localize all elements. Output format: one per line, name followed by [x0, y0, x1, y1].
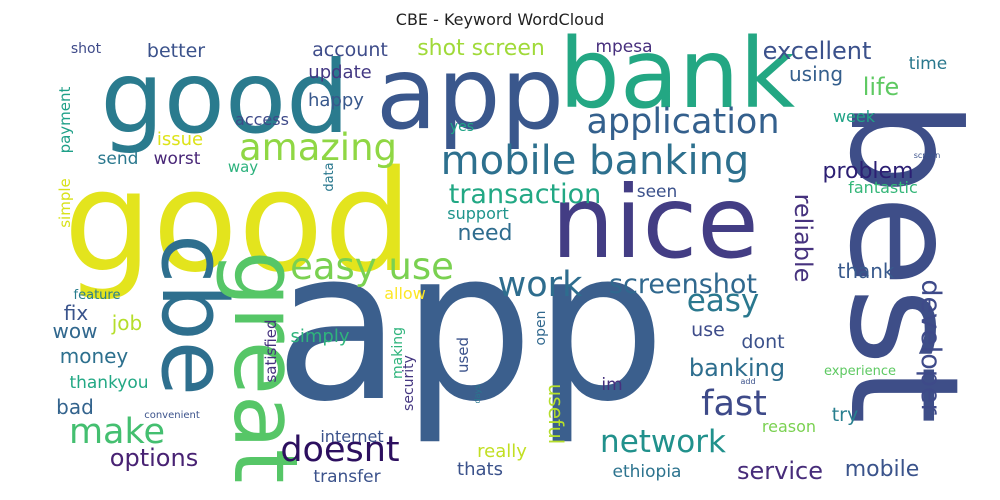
word-worst: worst — [154, 149, 201, 169]
word-use: use — [691, 319, 725, 341]
word-simply: simply — [291, 326, 350, 347]
word-options: options — [110, 444, 198, 472]
word-reason: reason — [762, 417, 816, 436]
word-problem: problem — [822, 159, 913, 184]
word-better: better — [147, 40, 205, 62]
word-excellent: excellent — [763, 37, 872, 65]
word-need: need — [458, 221, 513, 246]
word-great: great — [214, 251, 317, 484]
word-shot-screen: shot screen — [417, 36, 545, 61]
word-way: way — [228, 158, 258, 176]
word-simple: simple — [56, 178, 74, 228]
word-reliable: reliable — [789, 194, 817, 283]
word-application: application — [586, 102, 779, 142]
word-banking: banking — [689, 354, 785, 382]
word-seen: seen — [637, 182, 678, 202]
word-fast: fast — [701, 384, 767, 424]
word-good: good — [63, 141, 412, 304]
word-issue: issue — [157, 129, 203, 150]
word-internet: internet — [320, 427, 383, 446]
word-doesnt: doesnt — [280, 430, 399, 470]
word-amazing: amazing — [239, 126, 397, 169]
word-app: app — [274, 206, 666, 448]
word-useful: useful — [544, 384, 568, 445]
word-developer: developer — [915, 279, 946, 415]
word-feature: feature — [74, 288, 121, 303]
word-send: send — [98, 149, 139, 169]
word-update: update — [308, 62, 371, 83]
word-service: service — [737, 457, 823, 485]
word-thats: thats — [457, 459, 503, 480]
word-really: really — [477, 441, 527, 462]
word-screen: screen — [914, 151, 941, 160]
word-shot: shot — [71, 41, 102, 57]
word-thank: thank — [837, 259, 894, 283]
word-wow: wow — [53, 319, 98, 343]
word-nice: nice — [551, 164, 759, 281]
word-transaction: transaction — [449, 179, 602, 210]
word-ethiopia: ethiopia — [613, 462, 682, 482]
word-add: add — [740, 377, 755, 386]
word-im: im — [601, 375, 622, 395]
word-cbe: cbe — [141, 234, 246, 396]
word-access: access — [235, 110, 289, 129]
word-make: make — [69, 412, 165, 452]
word-transfer: transfer — [313, 467, 380, 487]
word-payment: payment — [56, 86, 74, 153]
word-allow: allow — [384, 284, 426, 303]
word-satisfied: satisfied — [262, 319, 280, 382]
word-thankyou: thankyou — [69, 373, 148, 393]
word-life: life — [863, 73, 900, 101]
word-used: used — [454, 337, 472, 373]
word-fix: fix — [64, 301, 89, 325]
word-bank: bank — [559, 18, 796, 130]
word-open: open — [533, 311, 549, 346]
word-money: money — [60, 344, 129, 368]
word-screenshot: screenshot — [609, 269, 757, 300]
word-experience: experience — [824, 364, 896, 379]
word-job: job — [111, 311, 143, 335]
word-week: week — [833, 107, 876, 126]
word-dont: dont — [741, 331, 784, 353]
chart-title: CBE - Keyword WordCloud — [395, 10, 605, 29]
word-convenient: convenient — [144, 410, 200, 421]
word-easy-use: easy use — [290, 245, 454, 288]
word-security: security — [401, 355, 417, 411]
word-days: days — [473, 385, 482, 404]
word-time: time — [909, 54, 947, 74]
word-support: support — [447, 204, 508, 223]
word-data: data — [322, 162, 337, 191]
word-app: app — [376, 35, 564, 152]
word-account: account — [312, 39, 388, 61]
word-bad: bad — [56, 395, 94, 419]
word-network: network — [600, 424, 726, 460]
word-mobile-banking: mobile banking — [441, 138, 750, 184]
word-easy: easy — [687, 283, 760, 319]
word-making: making — [390, 327, 406, 379]
word-mobile: mobile — [845, 457, 920, 482]
word-mpesa: mpesa — [595, 37, 652, 57]
word-work: work — [498, 265, 583, 305]
word-fantastic: fantastic — [848, 178, 918, 197]
word-using: using — [789, 62, 843, 86]
word-try: try — [832, 404, 859, 426]
word-happy: happy — [308, 90, 364, 111]
word-good: good — [100, 39, 349, 156]
word-yes: yes — [450, 119, 474, 135]
word-best: best — [816, 100, 990, 424]
